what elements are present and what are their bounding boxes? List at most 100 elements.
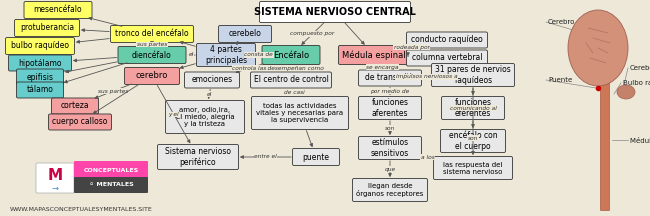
Text: encéfalo con
el cuerpo: encéfalo con el cuerpo xyxy=(448,131,497,151)
FancyBboxPatch shape xyxy=(359,97,421,119)
Text: Cerebro: Cerebro xyxy=(548,19,575,25)
Ellipse shape xyxy=(617,85,635,99)
Text: que: que xyxy=(384,167,396,172)
FancyBboxPatch shape xyxy=(157,145,239,170)
Text: llegan desde
órganos receptores: llegan desde órganos receptores xyxy=(356,183,424,197)
Text: se desempeñan como: se desempeñan como xyxy=(259,66,324,71)
Text: impulsos nerviosos a: impulsos nerviosos a xyxy=(396,74,458,79)
Text: son: son xyxy=(385,125,395,130)
Text: M: M xyxy=(47,168,62,184)
Text: funciones
eferentes: funciones eferentes xyxy=(454,98,491,118)
Ellipse shape xyxy=(568,10,628,86)
Text: Bulbo raquídeo: Bulbo raquídeo xyxy=(623,80,650,86)
Text: CONCEPTUALES: CONCEPTUALES xyxy=(83,167,138,173)
FancyBboxPatch shape xyxy=(16,82,64,98)
Text: controla las: controla las xyxy=(232,66,266,71)
Text: Puente: Puente xyxy=(548,77,572,83)
FancyBboxPatch shape xyxy=(352,178,428,202)
Text: las respuesta del
sistema nervioso: las respuesta del sistema nervioso xyxy=(443,162,502,175)
Text: el: el xyxy=(207,92,212,97)
FancyBboxPatch shape xyxy=(196,43,255,67)
Text: de casi: de casi xyxy=(284,90,305,95)
Text: compuesto por: compuesto por xyxy=(291,32,335,37)
Text: columna vertebral: columna vertebral xyxy=(411,54,482,62)
Text: sus partes: sus partes xyxy=(98,89,128,94)
Text: conducto raquídeo: conducto raquídeo xyxy=(411,35,483,44)
FancyBboxPatch shape xyxy=(359,137,421,159)
FancyBboxPatch shape xyxy=(250,72,332,88)
FancyBboxPatch shape xyxy=(8,55,72,71)
FancyBboxPatch shape xyxy=(49,114,112,130)
Text: SISTEMA NERVIOSO CENTRAL: SISTEMA NERVIOSO CENTRAL xyxy=(254,7,416,17)
FancyBboxPatch shape xyxy=(125,67,179,84)
Text: puente: puente xyxy=(302,152,330,162)
FancyBboxPatch shape xyxy=(359,70,421,86)
Text: a los: a los xyxy=(421,154,434,160)
FancyBboxPatch shape xyxy=(24,2,92,19)
Text: el: el xyxy=(188,52,194,57)
Text: de transmitir: de transmitir xyxy=(365,73,415,83)
Text: diencéfalo: diencéfalo xyxy=(132,51,172,59)
FancyBboxPatch shape xyxy=(51,98,99,114)
Text: tronco del encéfalo: tronco del encéfalo xyxy=(115,30,188,38)
FancyBboxPatch shape xyxy=(74,161,148,179)
FancyBboxPatch shape xyxy=(218,25,272,43)
FancyBboxPatch shape xyxy=(434,157,512,179)
Text: WWW.MAPASCONCEPTUALESYMENTALES.SITE: WWW.MAPASCONCEPTUALESYMENTALES.SITE xyxy=(10,207,153,212)
Text: rodeada por: rodeada por xyxy=(394,45,430,50)
Text: cuerpo calloso: cuerpo calloso xyxy=(52,118,108,127)
FancyBboxPatch shape xyxy=(441,97,504,119)
Text: cerebelo: cerebelo xyxy=(229,30,261,38)
FancyBboxPatch shape xyxy=(185,72,239,88)
Text: cerebro: cerebro xyxy=(136,71,168,81)
FancyBboxPatch shape xyxy=(111,25,194,43)
Text: 4 partes
principales: 4 partes principales xyxy=(205,45,247,65)
Text: son: son xyxy=(468,135,478,140)
Text: comunicando al: comunicando al xyxy=(450,105,497,111)
Text: funciones
aferentes: funciones aferentes xyxy=(372,98,408,118)
FancyBboxPatch shape xyxy=(262,46,320,65)
FancyBboxPatch shape xyxy=(166,100,244,133)
FancyBboxPatch shape xyxy=(406,32,488,48)
FancyBboxPatch shape xyxy=(16,69,64,85)
Text: Encéfalo: Encéfalo xyxy=(273,51,309,59)
Text: estímulos
sensitivos: estímulos sensitivos xyxy=(371,138,409,158)
Text: sus partes: sus partes xyxy=(137,42,167,47)
FancyBboxPatch shape xyxy=(252,97,348,130)
Text: Médula espinal: Médula espinal xyxy=(342,50,406,60)
Text: mesencéfalo: mesencéfalo xyxy=(34,5,83,14)
FancyBboxPatch shape xyxy=(339,46,410,65)
Text: y el: y el xyxy=(168,112,179,117)
Text: se encarga: se encarga xyxy=(366,65,398,70)
Text: 31 pares de nervios
raquídeos: 31 pares de nervios raquídeos xyxy=(435,65,511,85)
FancyBboxPatch shape xyxy=(118,46,186,64)
FancyBboxPatch shape xyxy=(74,177,148,193)
Text: Médula espinal: Médula espinal xyxy=(630,137,650,143)
Text: bulbo raquídeo: bulbo raquídeo xyxy=(11,41,69,51)
Text: hipotálamo: hipotálamo xyxy=(18,59,62,67)
FancyBboxPatch shape xyxy=(5,38,75,54)
Text: ⚪ MENTALES: ⚪ MENTALES xyxy=(88,183,133,187)
FancyBboxPatch shape xyxy=(14,19,79,37)
Text: por medio de: por medio de xyxy=(370,89,410,94)
Text: consta de: consta de xyxy=(244,52,273,57)
FancyBboxPatch shape xyxy=(441,130,506,152)
FancyBboxPatch shape xyxy=(406,50,488,66)
Text: amor, odio,ira,
el miedo, alegría
y la tristeza: amor, odio,ira, el miedo, alegría y la t… xyxy=(176,107,234,127)
FancyBboxPatch shape xyxy=(259,2,411,22)
Text: entre el: entre el xyxy=(254,154,277,159)
FancyBboxPatch shape xyxy=(432,64,515,86)
Text: El centro de control: El centro de control xyxy=(254,76,328,84)
Text: emociones: emociones xyxy=(192,76,233,84)
Text: tálamo: tálamo xyxy=(27,86,53,95)
FancyBboxPatch shape xyxy=(601,81,610,211)
Text: →: → xyxy=(51,184,58,192)
FancyBboxPatch shape xyxy=(292,149,339,165)
Text: protuberancia: protuberancia xyxy=(20,24,74,32)
FancyBboxPatch shape xyxy=(36,163,74,193)
Text: epifisis: epifisis xyxy=(27,73,53,81)
Text: corteza: corteza xyxy=(60,102,89,111)
Text: Sistema nervioso
periférico: Sistema nervioso periférico xyxy=(165,147,231,167)
Text: Cerebelo: Cerebelo xyxy=(630,65,650,71)
Text: todas las actividades
vitales y necesarias para
la supervivencia: todas las actividades vitales y necesari… xyxy=(257,103,344,123)
